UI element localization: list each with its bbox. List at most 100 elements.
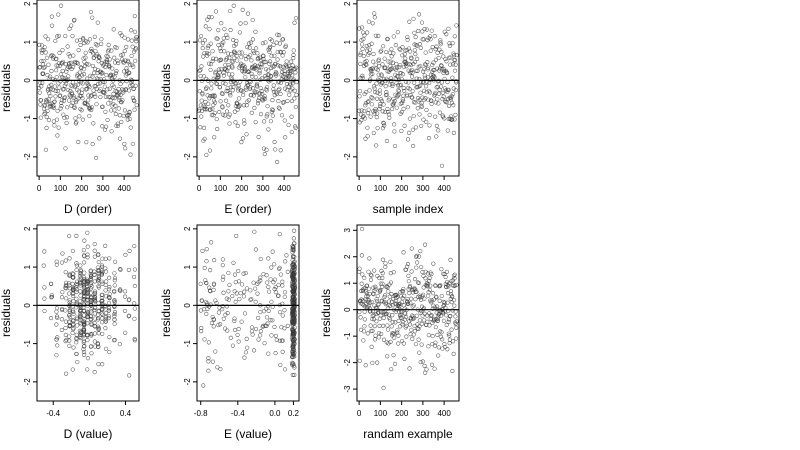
data-point [391,100,397,105]
x-axis-label: randam example [363,427,453,441]
data-point [390,82,395,87]
data-point [76,48,81,53]
data-point [416,337,421,342]
data-point [265,280,270,285]
data-point [434,123,439,128]
data-point [293,125,298,130]
data-point [253,326,259,332]
data-point [242,311,248,316]
data-point [358,51,363,56]
data-point [239,319,244,324]
data-point [217,70,222,75]
data-point [89,351,94,356]
data-point [96,279,101,284]
data-point [209,112,214,118]
data-point [436,128,441,133]
data-point [291,347,296,352]
data-point [370,317,375,322]
data-point [92,34,97,39]
data-point [436,345,441,350]
data-point [64,69,69,74]
data-point [126,112,131,117]
data-point [92,254,97,259]
x-tick-label: 200 [75,184,89,193]
data-point [401,286,406,291]
data-point [379,331,384,336]
data-point [112,311,117,317]
data-point [76,139,81,145]
data-point [402,356,407,361]
data-point [67,343,72,348]
data-point [85,103,91,108]
data-point [46,97,51,102]
data-point [208,67,213,73]
data-point [270,113,275,118]
y-axis-label: residuals [0,64,13,112]
data-point [431,297,437,302]
data-point [450,294,455,299]
data-point [113,111,118,117]
data-point [95,317,100,322]
data-point [250,74,255,79]
data-point [411,316,416,322]
data-point [88,94,93,99]
data-point [103,109,108,114]
data-point [444,32,449,37]
data-point [453,88,458,93]
data-point [291,297,296,302]
data-point [379,98,384,104]
data-point [77,93,82,98]
data-point [433,283,438,288]
data-point [383,65,388,70]
data-point [272,139,277,145]
data-point [38,80,43,85]
data-point [242,289,247,294]
data-point [254,81,260,87]
data-point [252,90,257,95]
data-point [118,288,123,293]
data-point [44,125,49,130]
y-tick-label: 0 [343,78,352,83]
data-point [368,114,373,119]
data-point [291,236,296,241]
data-point [395,83,401,88]
data-point [267,61,272,66]
data-point [454,282,459,287]
plot-frame [36,224,140,402]
data-point [44,98,49,103]
data-point [273,333,279,338]
data-point [43,147,48,152]
data-points [357,11,459,168]
data-point [82,349,87,354]
data-point [387,317,393,322]
data-point [376,302,381,307]
data-point [383,261,388,266]
data-point [360,226,365,232]
data-point [226,289,231,294]
data-point [292,266,297,271]
data-point [96,77,101,82]
data-point [236,268,241,274]
data-point [425,284,430,289]
data-point [74,263,79,268]
data-point [209,81,214,86]
data-point [238,291,243,296]
data-point [123,146,128,151]
data-point [373,62,378,67]
data-point [40,80,45,85]
y-tick-label: 2 [343,1,352,6]
data-point [63,280,69,285]
data-point [133,46,139,51]
data-point [55,343,60,348]
data-point [250,17,255,23]
data-point [50,23,55,28]
y-tick-label: -3 [343,385,352,393]
data-point [65,87,71,93]
data-point [50,77,56,82]
data-point [59,295,65,300]
data-point [396,341,401,346]
data-point [399,338,405,344]
x-tick-label: 0 [197,184,202,193]
data-point [37,65,42,70]
y-axis-label: residuals [159,64,173,112]
